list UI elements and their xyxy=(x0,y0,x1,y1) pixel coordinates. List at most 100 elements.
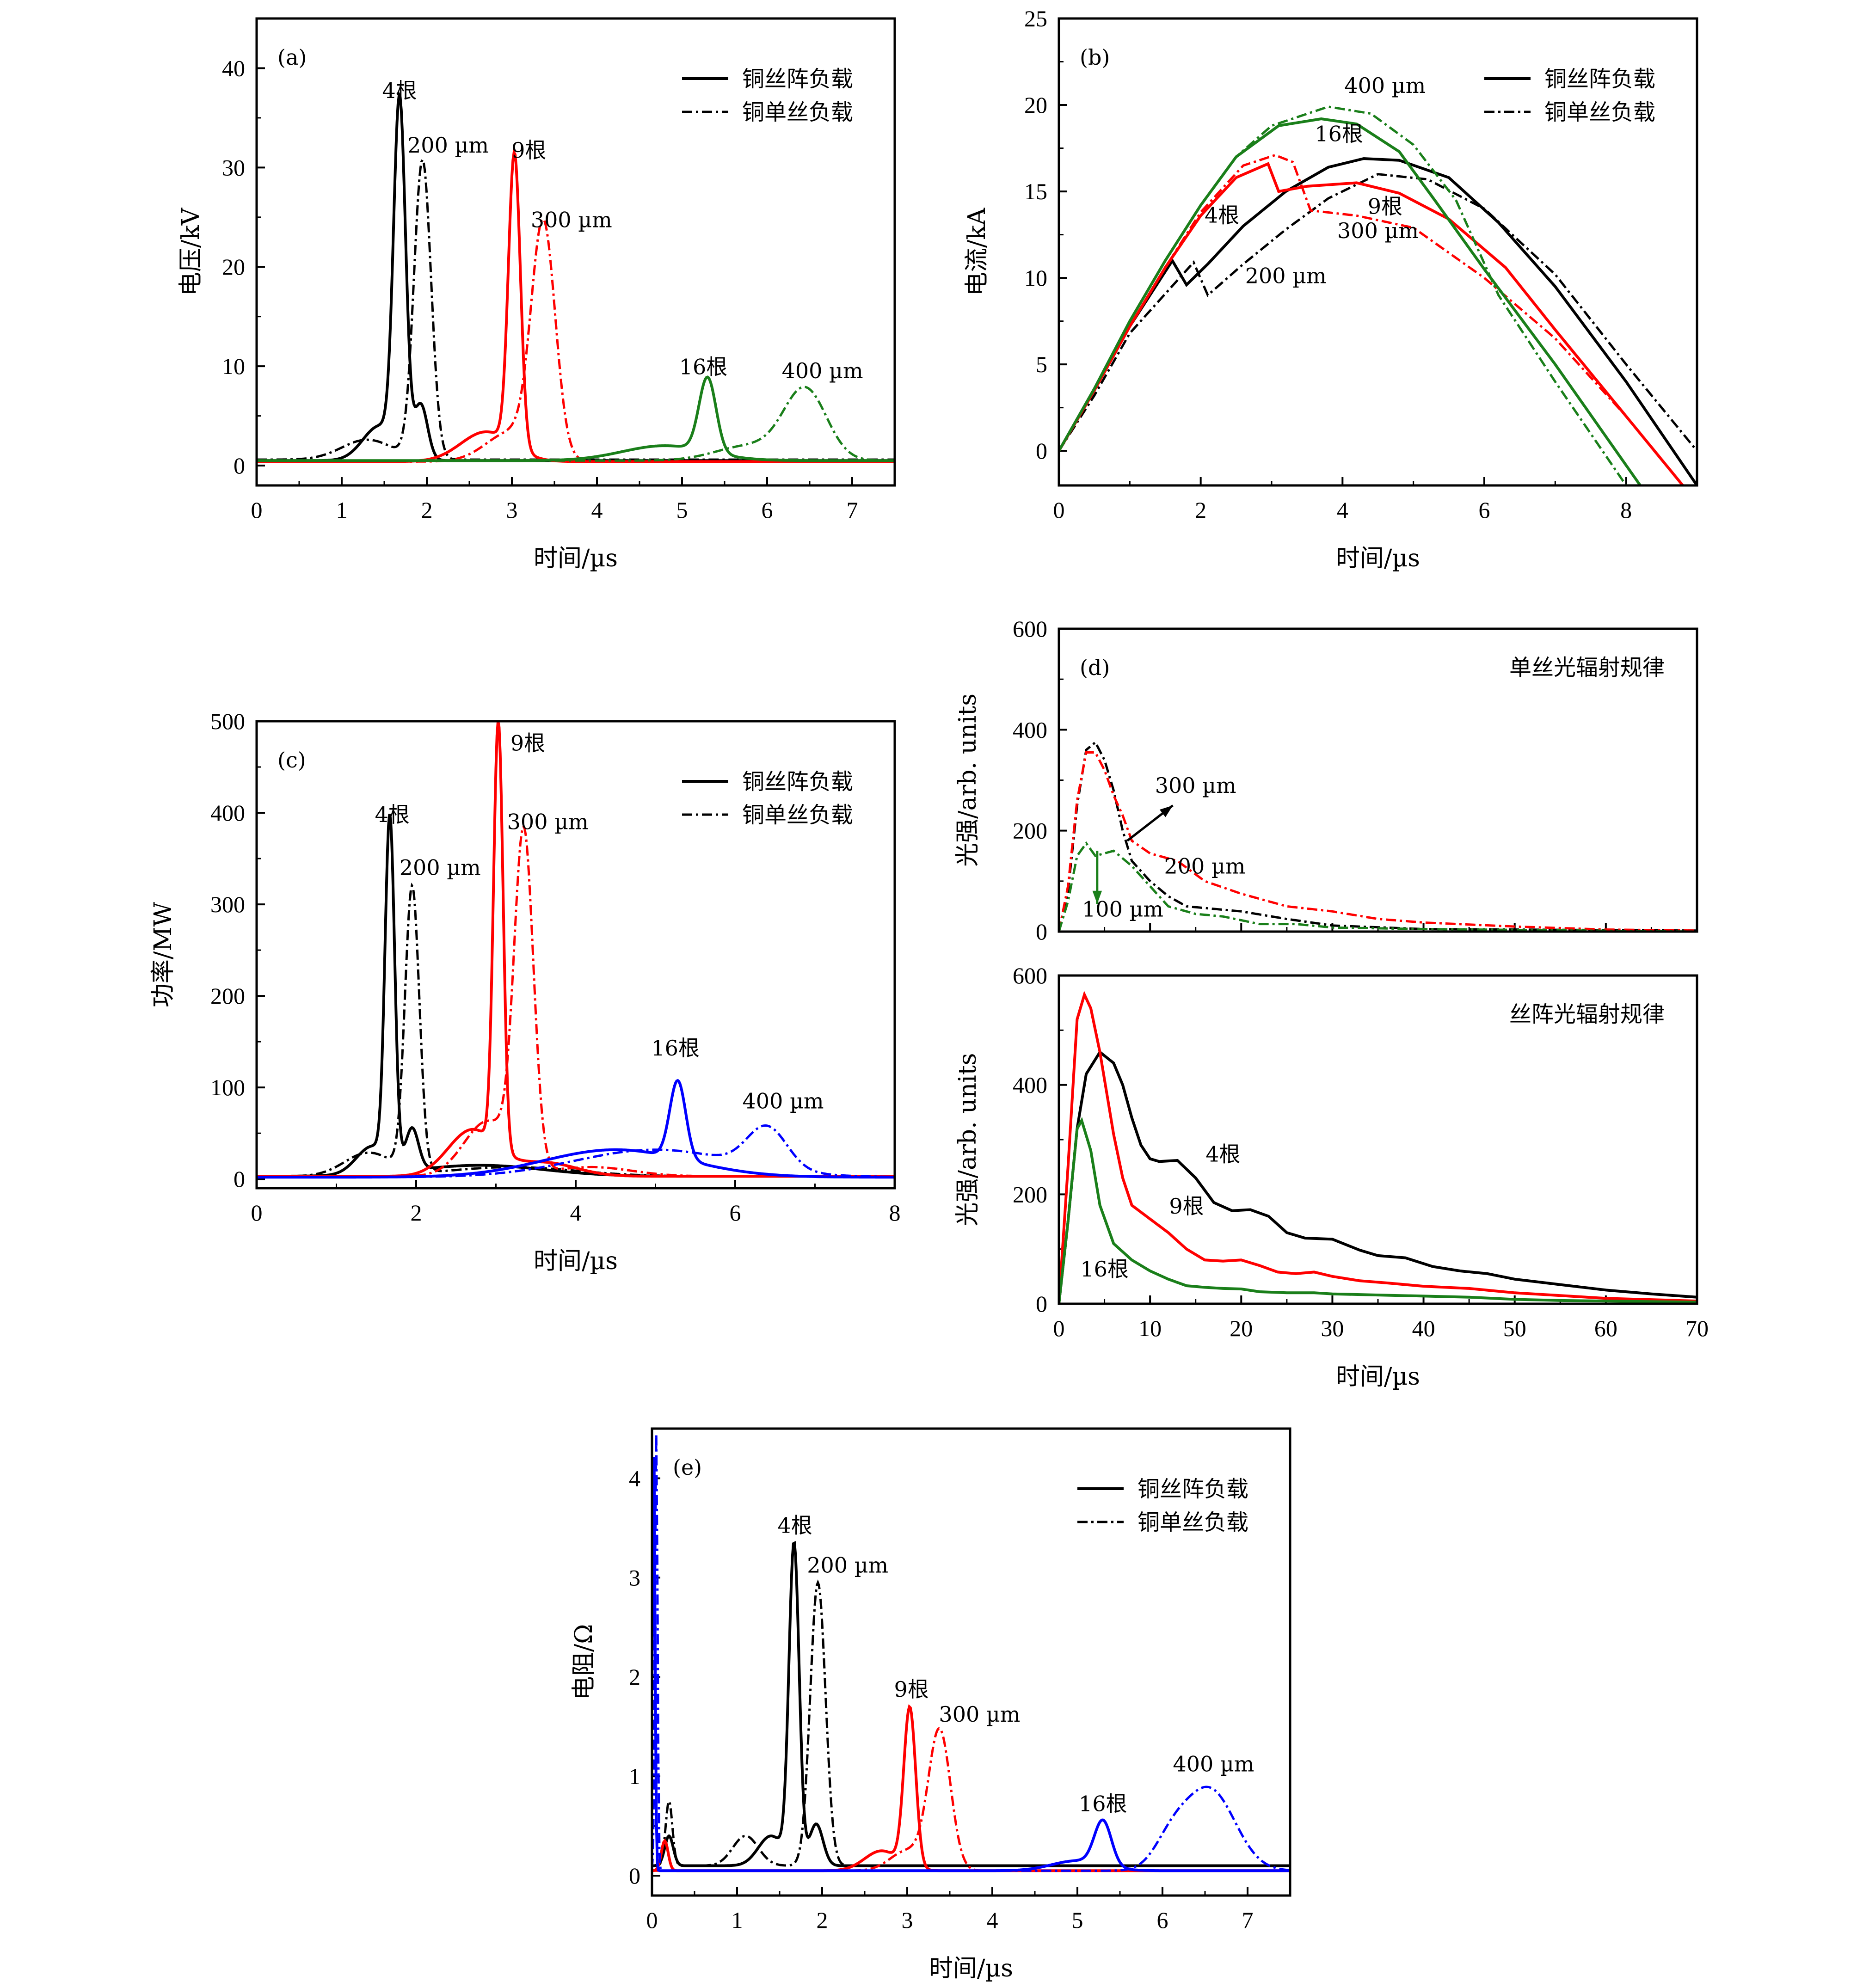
x-tick-label: 50 xyxy=(1503,1315,1526,1341)
plot-frame xyxy=(255,720,896,1190)
curve-annotation: 9根 xyxy=(1169,1194,1204,1219)
y-tick-label: 200 xyxy=(1013,818,1047,844)
series-line-16根 xyxy=(1059,1117,1697,1304)
legend-dashdot-label: 铜单丝负载 xyxy=(742,99,853,125)
curve-annotation: 200 µm xyxy=(1164,853,1245,878)
curve-annotation: 200 µm xyxy=(400,855,481,880)
x-tick-label: 4 xyxy=(987,1907,998,1933)
y-tick-label: 2 xyxy=(629,1664,640,1690)
x-tick-label: 6 xyxy=(762,497,773,523)
x-axis-title: 时间/µs xyxy=(534,545,618,572)
y-tick-label: 40 xyxy=(222,55,245,81)
series-line-400µm xyxy=(652,1433,1290,1872)
x-tick-label: 5 xyxy=(676,497,688,523)
x-tick-label: 3 xyxy=(902,1907,913,1933)
curve-annotation: 400 µm xyxy=(743,1089,824,1114)
x-tick-label: 40 xyxy=(1412,1315,1435,1341)
legend-solid-label: 铜丝阵负载 xyxy=(1138,1476,1248,1502)
x-tick-label: 4 xyxy=(591,497,603,523)
curve-annotation: 4根 xyxy=(777,1513,812,1538)
x-tick-label: 20 xyxy=(1230,1315,1253,1341)
series-line-4根 xyxy=(1059,1050,1697,1304)
series-line-200µm xyxy=(1059,173,1697,452)
x-tick-label: 70 xyxy=(1685,1315,1709,1341)
series-line-200µm xyxy=(257,882,895,1178)
plot-frame xyxy=(1058,17,1698,487)
curve-annotation: 300 µm xyxy=(531,207,612,232)
x-tick-label: 2 xyxy=(411,1200,422,1226)
x-axis-title: 时间/µs xyxy=(1336,1363,1420,1391)
y-tick-label: 5 xyxy=(1036,351,1047,377)
y-tick-label: 600 xyxy=(1013,963,1047,988)
curve-annotation: 9根 xyxy=(511,138,546,163)
curve-annotation: 9根 xyxy=(1368,194,1402,219)
curve-annotation: 4根 xyxy=(1205,1141,1240,1166)
curve-annotation: 200 µm xyxy=(1245,263,1327,288)
y-tick-label: 600 xyxy=(1013,616,1047,642)
y-tick-label: 0 xyxy=(234,1166,245,1192)
y-tick-label: 400 xyxy=(1013,717,1047,742)
curve-annotation: 400 µm xyxy=(1344,73,1426,98)
x-tick-label: 2 xyxy=(421,497,433,523)
panel-label: (c) xyxy=(277,748,306,773)
series-line-400µm xyxy=(257,1124,895,1178)
curve-annotation: 16根 xyxy=(1079,1791,1127,1816)
y-tick-label: 200 xyxy=(1013,1181,1047,1207)
y-tick-label: 300 xyxy=(210,891,245,917)
curve-annotation: 16根 xyxy=(679,354,728,379)
y-axis-title: 电压/kV xyxy=(177,207,205,296)
series-line-200µm xyxy=(652,1579,1290,1867)
x-tick-label: 0 xyxy=(1053,497,1065,523)
y-tick-label: 10 xyxy=(222,353,245,379)
series-line-9根 xyxy=(1059,990,1697,1304)
inset-title: 单丝光辐射规律 xyxy=(1509,655,1665,681)
curve-annotation: 300 µm xyxy=(1337,218,1419,243)
y-tick-label: 200 xyxy=(210,983,245,1009)
arrow-head xyxy=(1159,805,1173,817)
series-line-300µm xyxy=(1059,153,1684,485)
curve-annotation: 300 µm xyxy=(939,1702,1020,1727)
x-tick-label: 30 xyxy=(1321,1315,1344,1341)
y-tick-label: 3 xyxy=(629,1565,640,1590)
x-axis-title: 时间/µs xyxy=(929,1955,1013,1982)
x-tick-label: 8 xyxy=(1620,497,1632,523)
curve-annotation: 100 µm xyxy=(1082,896,1163,921)
x-tick-label: 1 xyxy=(336,497,348,523)
y-tick-label: 0 xyxy=(1036,919,1047,945)
inset-title: 丝阵光辐射规律 xyxy=(1509,1001,1665,1027)
x-axis-title: 时间/µs xyxy=(534,1247,618,1275)
x-tick-label: 0 xyxy=(1053,1315,1065,1341)
y-tick-label: 500 xyxy=(210,708,245,734)
x-tick-label: 5 xyxy=(1072,1907,1083,1933)
series-line-100µm xyxy=(1059,841,1697,932)
y-tick-label: 0 xyxy=(234,453,245,479)
plot-frame xyxy=(255,17,896,487)
y-tick-label: 0 xyxy=(629,1863,640,1889)
y-tick-label: 0 xyxy=(1036,438,1047,464)
y-axis-title: 电阻/Ω xyxy=(570,1624,598,1700)
series-line-9根 xyxy=(257,148,895,463)
panel-c: 0 2 4 6 8 0 100 200 300 400 500 4根 200 µm 9根 300 µm 16根… xyxy=(149,708,901,1275)
y-tick-label: 400 xyxy=(1013,1072,1047,1098)
curve-annotation: 300 µm xyxy=(1155,773,1236,798)
curve-annotation: 4根 xyxy=(382,78,417,103)
legend-solid-label: 铜丝阵负载 xyxy=(742,769,853,795)
panel-a: 0 1 2 3 4 5 6 7 0 10 20 30 40 4根 200 µm 9根 300 µm 16根 400 … xyxy=(177,17,896,572)
y-axis-title: 光强/arb. units xyxy=(954,1053,982,1227)
series-line-16根 xyxy=(257,375,895,462)
x-tick-label: 4 xyxy=(1337,497,1348,523)
y-tick-label: 0 xyxy=(1036,1291,1047,1317)
y-tick-label: 4 xyxy=(629,1465,640,1491)
legend-solid-label: 铜丝阵负载 xyxy=(1544,66,1655,92)
x-tick-label: 6 xyxy=(730,1200,741,1226)
y-tick-label: 30 xyxy=(222,154,245,180)
x-tick-label: 60 xyxy=(1594,1315,1617,1341)
curve-annotation: 9根 xyxy=(510,730,545,755)
x-tick-label: 3 xyxy=(506,497,518,523)
y-tick-label: 1 xyxy=(629,1763,640,1789)
legend-dashdot-label: 铜单丝负载 xyxy=(1544,99,1655,125)
series-line-200µm xyxy=(257,157,895,461)
series-line-300µm xyxy=(257,217,895,463)
y-tick-label: 100 xyxy=(210,1074,245,1100)
